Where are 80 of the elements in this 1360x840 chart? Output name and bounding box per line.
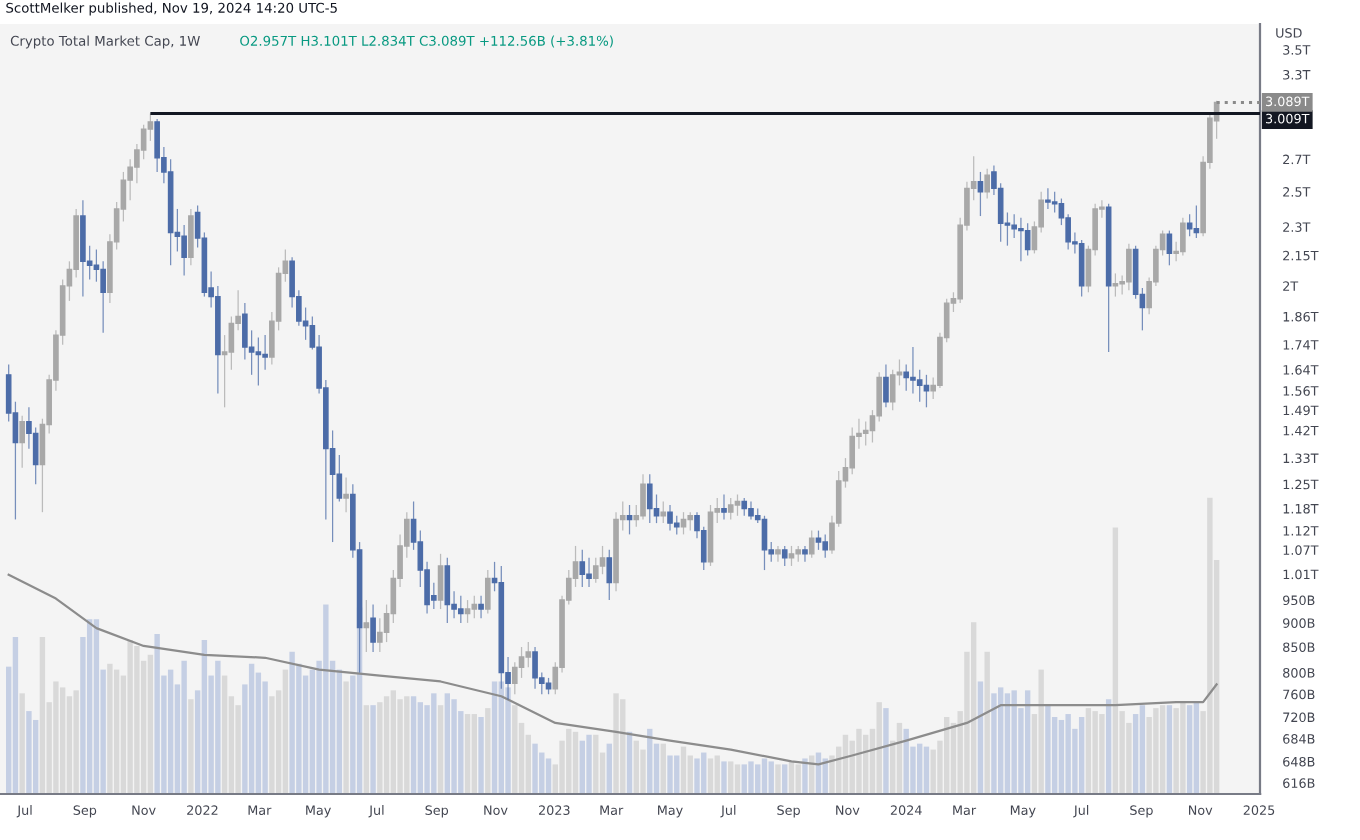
bar bbox=[437, 705, 444, 794]
bar bbox=[451, 699, 457, 794]
candlestick bbox=[518, 646, 525, 679]
candlestick bbox=[579, 549, 586, 588]
candlestick bbox=[19, 415, 25, 469]
candlestick bbox=[910, 346, 916, 395]
bar bbox=[255, 672, 262, 794]
candlestick bbox=[788, 545, 795, 567]
bar bbox=[748, 761, 754, 794]
candlestick bbox=[478, 595, 484, 619]
candlestick bbox=[1045, 187, 1051, 210]
bar bbox=[997, 687, 1004, 794]
bar bbox=[1065, 714, 1071, 794]
candlestick bbox=[734, 493, 741, 517]
candlestick bbox=[667, 504, 673, 532]
candlestick bbox=[80, 199, 86, 298]
candlestick bbox=[586, 557, 592, 588]
candlestick bbox=[1180, 217, 1186, 257]
candlestick bbox=[437, 553, 444, 610]
candlestick bbox=[761, 515, 768, 571]
bar bbox=[1004, 693, 1011, 794]
candlestick bbox=[599, 545, 606, 575]
candlestick bbox=[484, 569, 491, 615]
bar bbox=[984, 651, 990, 794]
candlestick bbox=[471, 595, 478, 619]
bar bbox=[660, 743, 666, 794]
candlestick bbox=[640, 473, 646, 521]
bar bbox=[593, 734, 599, 794]
bar bbox=[916, 743, 923, 794]
candlestick bbox=[781, 545, 788, 567]
bar bbox=[248, 663, 255, 794]
candlestick bbox=[343, 476, 349, 513]
candlestick bbox=[1126, 243, 1132, 291]
candlestick bbox=[775, 545, 781, 563]
candlestick bbox=[687, 511, 694, 532]
candlestick bbox=[984, 168, 990, 200]
candlestick bbox=[626, 504, 633, 536]
candlestick bbox=[883, 363, 889, 408]
candlestick bbox=[721, 493, 727, 521]
bar bbox=[188, 699, 194, 794]
bar bbox=[343, 681, 349, 794]
bar bbox=[323, 604, 329, 794]
candlestick bbox=[808, 529, 815, 559]
candlestick bbox=[363, 599, 370, 653]
candlestick bbox=[532, 646, 538, 690]
bar bbox=[12, 637, 19, 794]
candlestick bbox=[370, 603, 376, 653]
candlestick bbox=[457, 595, 464, 624]
bar bbox=[755, 764, 761, 794]
candlestick bbox=[1078, 239, 1085, 298]
candlestick bbox=[464, 599, 471, 624]
candlestick bbox=[802, 545, 808, 563]
bar bbox=[761, 758, 768, 794]
candlestick bbox=[1018, 217, 1024, 262]
bar bbox=[167, 669, 174, 794]
candlestick bbox=[1112, 272, 1119, 298]
candlestick bbox=[606, 549, 613, 601]
bar bbox=[363, 705, 370, 794]
bar bbox=[86, 619, 93, 794]
bar bbox=[485, 708, 491, 794]
bar bbox=[201, 640, 208, 794]
candlestick bbox=[748, 500, 754, 521]
bar bbox=[19, 693, 25, 794]
candlestick bbox=[255, 336, 262, 387]
candlestick bbox=[727, 497, 734, 521]
candlestick bbox=[444, 557, 451, 624]
bar bbox=[417, 702, 424, 794]
candlestick bbox=[660, 500, 667, 524]
candlestick bbox=[1193, 204, 1200, 239]
bar bbox=[181, 660, 187, 794]
bar bbox=[309, 669, 316, 794]
candlestick bbox=[680, 511, 687, 536]
candlestick bbox=[1051, 191, 1058, 214]
bar bbox=[93, 619, 100, 794]
bar bbox=[1011, 690, 1017, 794]
bar bbox=[775, 764, 781, 794]
candlestick bbox=[646, 473, 653, 524]
candlestick bbox=[822, 533, 829, 559]
bar bbox=[1058, 719, 1065, 794]
candlestick bbox=[188, 208, 194, 266]
